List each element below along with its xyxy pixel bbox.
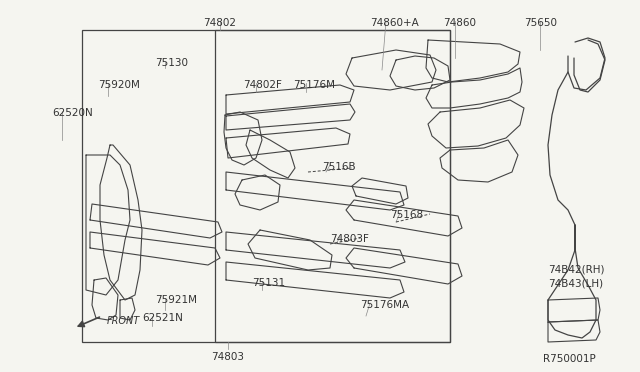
Text: 75921M: 75921M	[155, 295, 197, 305]
Text: 74B42(RH): 74B42(RH)	[548, 265, 605, 275]
Bar	[215, 30, 450, 342]
Text: 75176MA: 75176MA	[360, 300, 409, 310]
Text: FRONT: FRONT	[107, 316, 140, 326]
Bar	[82, 30, 450, 342]
Text: 75131: 75131	[252, 278, 285, 288]
Text: 74803F: 74803F	[330, 234, 369, 244]
Text: 74802: 74802	[204, 18, 237, 28]
Text: 74860+A: 74860+A	[370, 18, 419, 28]
Text: 75176M: 75176M	[293, 80, 335, 90]
Text: 75650: 75650	[524, 18, 557, 28]
Text: 62520N: 62520N	[52, 108, 93, 118]
Text: 74B43(LH): 74B43(LH)	[548, 278, 603, 288]
Text: 74860: 74860	[443, 18, 476, 28]
Text: 74802F: 74802F	[243, 80, 282, 90]
Text: 75920M: 75920M	[98, 80, 140, 90]
Text: 74803: 74803	[211, 352, 244, 362]
Text: R750001P: R750001P	[543, 354, 596, 364]
Text: 62521N: 62521N	[142, 313, 183, 323]
Text: 7516B: 7516B	[322, 162, 356, 172]
Text: 75130: 75130	[155, 58, 188, 68]
Text: 75168: 75168	[390, 210, 423, 220]
